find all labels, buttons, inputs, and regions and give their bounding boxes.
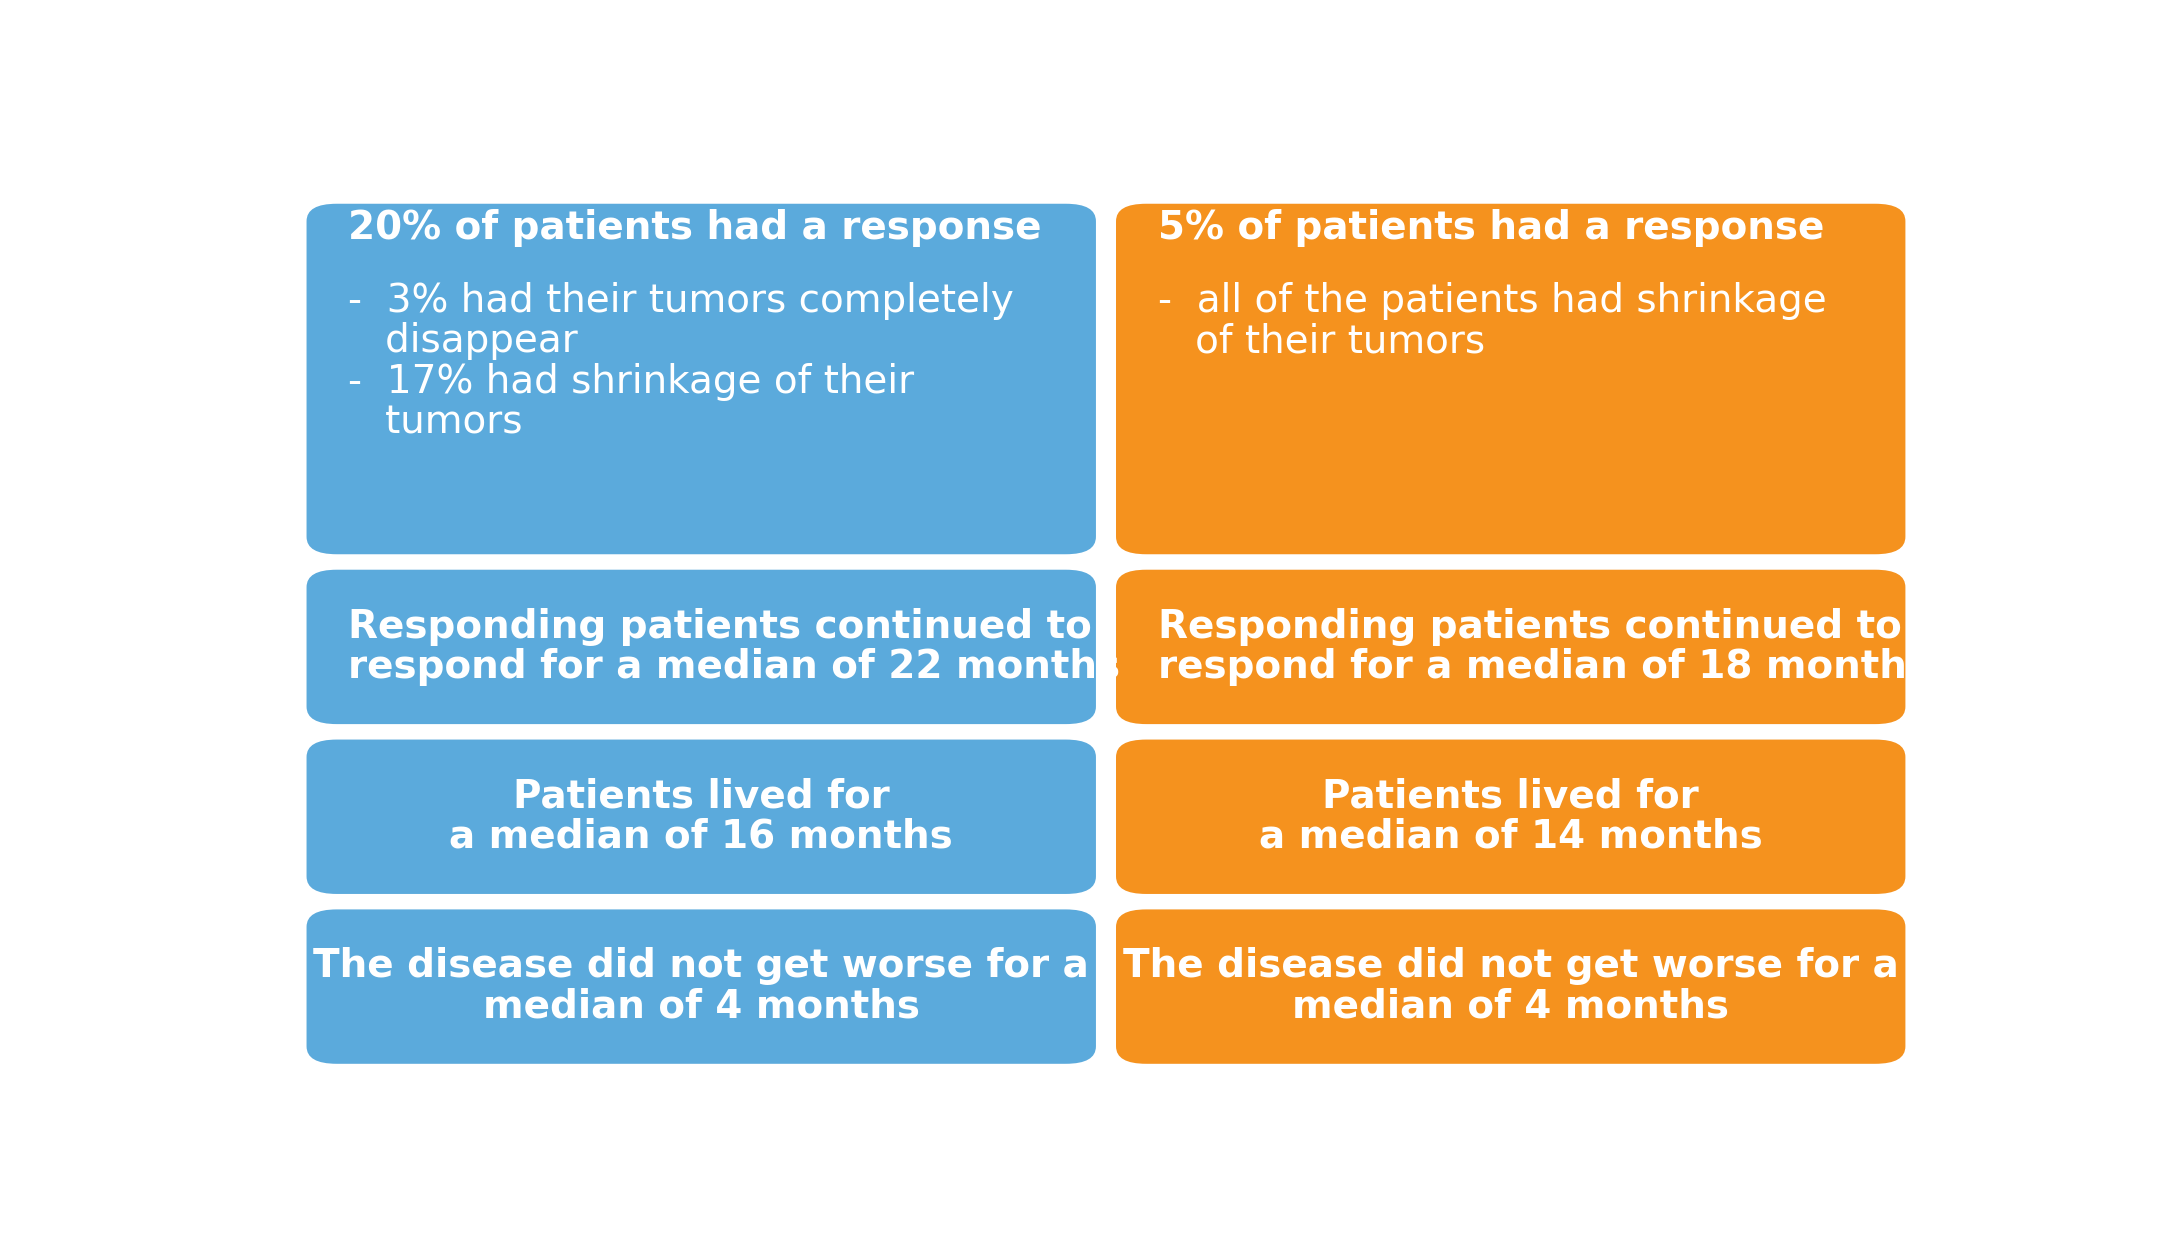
Text: 20% of patients had a response: 20% of patients had a response (347, 210, 1042, 247)
FancyBboxPatch shape (1116, 910, 1906, 1064)
Text: -  17% had shrinkage of their: - 17% had shrinkage of their (347, 363, 915, 400)
Text: of their tumors: of their tumors (1159, 323, 1485, 360)
Text: 5% of patients had a response: 5% of patients had a response (1159, 210, 1824, 247)
Text: -  all of the patients had shrinkage: - all of the patients had shrinkage (1159, 282, 1826, 320)
FancyBboxPatch shape (306, 910, 1096, 1064)
Text: Responding patients continued to: Responding patients continued to (347, 607, 1092, 645)
FancyBboxPatch shape (1116, 739, 1906, 894)
Text: respond for a median of 18 months: respond for a median of 18 months (1159, 648, 1929, 686)
FancyBboxPatch shape (306, 739, 1096, 894)
Text: a median of 14 months: a median of 14 months (1258, 818, 1763, 856)
Text: disappear: disappear (347, 323, 578, 360)
Text: The disease did not get worse for a: The disease did not get worse for a (313, 948, 1090, 985)
Text: Patients lived for: Patients lived for (514, 778, 889, 816)
Text: Patients lived for: Patients lived for (1323, 778, 1698, 816)
Text: a median of 16 months: a median of 16 months (449, 818, 954, 856)
FancyBboxPatch shape (306, 203, 1096, 555)
FancyBboxPatch shape (1116, 203, 1906, 555)
Text: tumors: tumors (347, 403, 522, 441)
Text: median of 4 months: median of 4 months (1293, 988, 1729, 1025)
FancyBboxPatch shape (1116, 570, 1906, 724)
Text: The disease did not get worse for a: The disease did not get worse for a (1122, 948, 1899, 985)
Text: -  3% had their tumors completely: - 3% had their tumors completely (347, 282, 1014, 320)
Text: respond for a median of 22 months: respond for a median of 22 months (347, 648, 1120, 686)
FancyBboxPatch shape (306, 570, 1096, 724)
Text: median of 4 months: median of 4 months (483, 988, 919, 1025)
Text: Responding patients continued to: Responding patients continued to (1159, 607, 1901, 645)
